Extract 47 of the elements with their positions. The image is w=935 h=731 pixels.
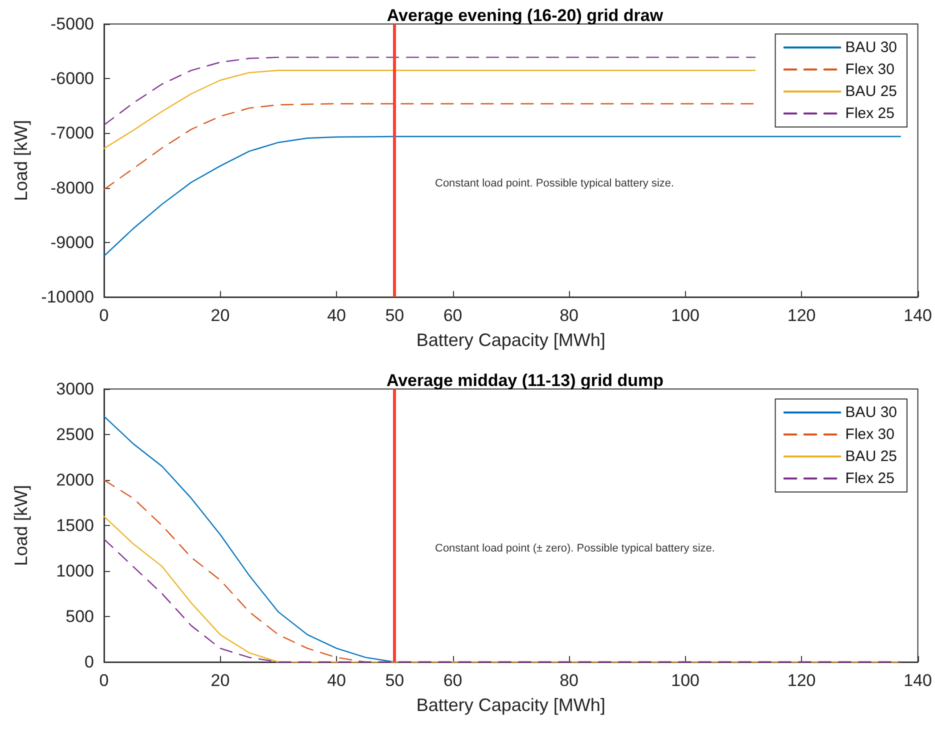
x-tick-label: 60 bbox=[443, 306, 462, 325]
x-tick-label: 20 bbox=[210, 671, 230, 690]
x-tick-label: 20 bbox=[210, 306, 230, 325]
legend-label: Flex 25 bbox=[845, 105, 895, 122]
x-axis-title: Battery Capacity [MWh] bbox=[416, 695, 606, 715]
legend-label: BAU 30 bbox=[845, 404, 898, 421]
x-tick-label: 120 bbox=[787, 671, 816, 690]
y-tick-label: 1500 bbox=[56, 516, 94, 535]
chart-title: Average midday (11-13) grid dump bbox=[386, 371, 664, 390]
x-tick-label: 50 bbox=[385, 671, 404, 690]
legend-label: BAU 25 bbox=[845, 83, 898, 100]
chart-title: Average evening (16-20) grid draw bbox=[386, 6, 664, 25]
x-tick-label: 0 bbox=[99, 671, 109, 690]
x-tick-label: 80 bbox=[560, 671, 578, 690]
y-tick-label: -7000 bbox=[50, 124, 94, 143]
y-tick-label: 3000 bbox=[56, 380, 94, 398]
x-tick-label: 140 bbox=[904, 306, 932, 325]
x-tick-label: 80 bbox=[560, 306, 578, 325]
x-tick-label: 140 bbox=[904, 671, 932, 690]
x-tick-label: 100 bbox=[671, 671, 700, 690]
legend-label: Flex 30 bbox=[845, 426, 895, 443]
y-tick-label: -5000 bbox=[50, 14, 94, 34]
y-tick-label: -10000 bbox=[41, 288, 94, 306]
legend-label: BAU 25 bbox=[845, 448, 898, 465]
x-tick-label: 60 bbox=[443, 671, 462, 690]
legend-label: BAU 30 bbox=[845, 39, 898, 56]
y-tick-label: 500 bbox=[66, 607, 94, 626]
annotation: Constant load point (± zero). Possible typical battery size. bbox=[435, 542, 715, 554]
x-tick-label: 120 bbox=[787, 306, 816, 325]
y-axis-title: Load [kW] bbox=[11, 120, 31, 202]
x-tick-label: 50 bbox=[385, 306, 404, 325]
x-tick-label: 0 bbox=[99, 306, 109, 325]
y-axis-title: Load [kW] bbox=[11, 484, 31, 566]
x-axis-title: Battery Capacity [MWh] bbox=[416, 330, 606, 350]
y-tick-label: -6000 bbox=[50, 69, 94, 88]
legend-label: Flex 30 bbox=[845, 61, 895, 78]
x-tick-label: 40 bbox=[327, 671, 346, 690]
x-tick-label: 100 bbox=[671, 306, 700, 325]
y-tick-label: -9000 bbox=[50, 232, 94, 252]
y-tick-label: 0 bbox=[84, 652, 94, 672]
y-tick-label: 1000 bbox=[56, 562, 94, 580]
y-tick-label: 2000 bbox=[56, 470, 94, 490]
x-tick-label: 40 bbox=[327, 306, 346, 325]
annotation: Constant load point. Possible typical battery size. bbox=[435, 178, 674, 190]
y-tick-label: 2500 bbox=[56, 425, 94, 444]
legend-label: Flex 25 bbox=[845, 470, 895, 487]
y-tick-label: -8000 bbox=[50, 178, 94, 198]
